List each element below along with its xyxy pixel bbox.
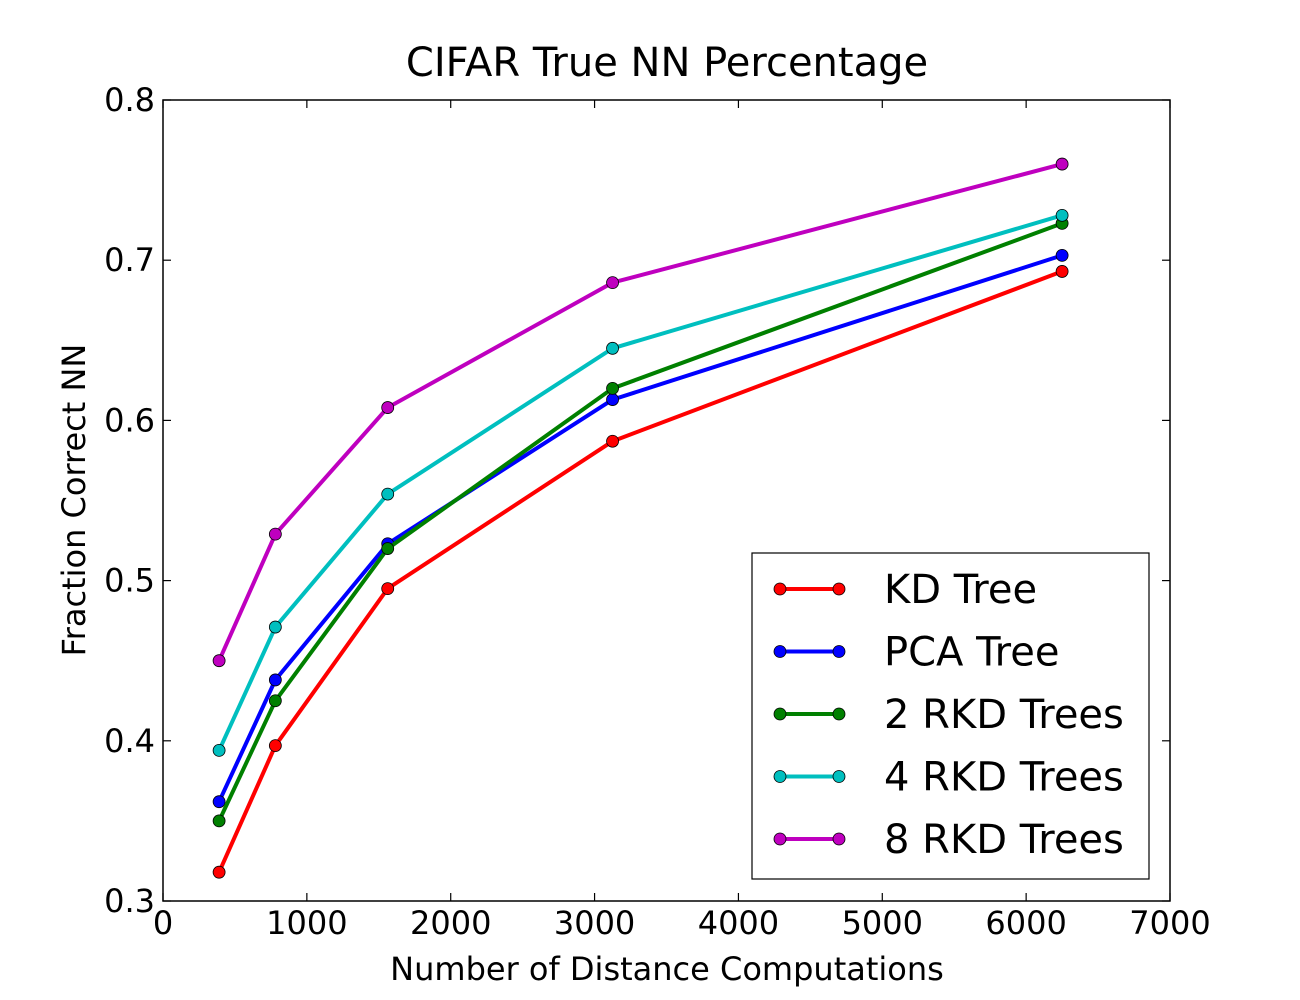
data-point-8-rkd-trees (212, 654, 226, 668)
legend-label-pca-tree: PCA Tree (884, 630, 1059, 676)
data-point-8-rkd-trees (606, 276, 619, 290)
data-point-pca-tree (212, 795, 226, 809)
data-point-pca-tree (1055, 248, 1069, 262)
x-tick-label: 0 (153, 904, 173, 942)
legend-label-8-rkd-trees: 8 RKD Trees (884, 817, 1124, 863)
data-point-kd-tree (212, 865, 226, 879)
plot-area: 0 1000 2000 3000 4000 5000 6000 7000 0.3 0.4 0.5 0.… (104, 81, 1211, 942)
y-tick-label: 0.3 (104, 882, 155, 920)
data-point-kd-tree (381, 582, 395, 596)
legend-marker-2-rkd-trees (832, 707, 846, 721)
data-point-2-rkd-trees (606, 381, 619, 395)
data-point-2-rkd-trees (381, 542, 395, 555)
y-tick-label: 0.6 (104, 401, 155, 439)
legend: KD Tree PCA Tree 2 RKD Trees 4 RKD Trees 8 R… (751, 552, 1150, 880)
x-tick-label: 1000 (266, 904, 347, 942)
legend-marker-kd-tree (773, 582, 787, 596)
data-point-kd-tree (606, 434, 619, 448)
data-point-pca-tree (268, 673, 282, 687)
data-point-8-rkd-trees (381, 401, 395, 414)
x-tick-label: 3000 (554, 904, 635, 942)
legend-marker-8-rkd-trees (773, 832, 787, 846)
y-axis-label: Fraction Correct NN (55, 344, 93, 657)
legend-marker-4-rkd-trees (832, 770, 846, 783)
data-point-4-rkd-trees (212, 744, 226, 757)
x-axis-label: Number of Distance Computations (390, 950, 944, 988)
legend-marker-pca-tree (832, 645, 846, 658)
data-point-8-rkd-trees (1055, 157, 1069, 171)
legend-marker-4-rkd-trees (773, 770, 787, 783)
y-tick-label: 0.4 (104, 722, 155, 760)
x-tick-label: 6000 (985, 904, 1066, 942)
data-point-kd-tree (1055, 265, 1069, 278)
data-point-4-rkd-trees (606, 341, 619, 355)
y-tick-label: 0.5 (104, 562, 155, 600)
chart-title: CIFAR True NN Percentage (406, 40, 928, 86)
data-point-pca-tree (606, 393, 619, 406)
data-point-4-rkd-trees (1055, 208, 1069, 222)
legend-marker-2-rkd-trees (773, 707, 787, 721)
x-tick-label: 4000 (698, 904, 779, 942)
x-tick-label: 7000 (1129, 904, 1210, 942)
legend-marker-kd-tree (832, 582, 846, 596)
legend-marker-8-rkd-trees (832, 832, 846, 846)
data-point-4-rkd-trees (381, 487, 395, 501)
x-tick-label: 2000 (410, 904, 491, 942)
data-point-4-rkd-trees (268, 620, 282, 634)
legend-marker-pca-tree (773, 645, 787, 658)
data-point-kd-tree (268, 739, 282, 753)
legend-label-4-rkd-trees: 4 RKD Trees (884, 755, 1124, 801)
y-tick-label: 0.8 (104, 81, 155, 119)
data-point-2-rkd-trees (212, 814, 226, 828)
y-tick-label: 0.7 (104, 241, 155, 279)
x-tick-label: 5000 (842, 904, 923, 942)
legend-label-2-rkd-trees: 2 RKD Trees (884, 692, 1124, 738)
data-point-2-rkd-trees (268, 694, 282, 708)
legend-label-kd-tree: KD Tree (884, 567, 1037, 613)
data-point-8-rkd-trees (268, 527, 282, 541)
